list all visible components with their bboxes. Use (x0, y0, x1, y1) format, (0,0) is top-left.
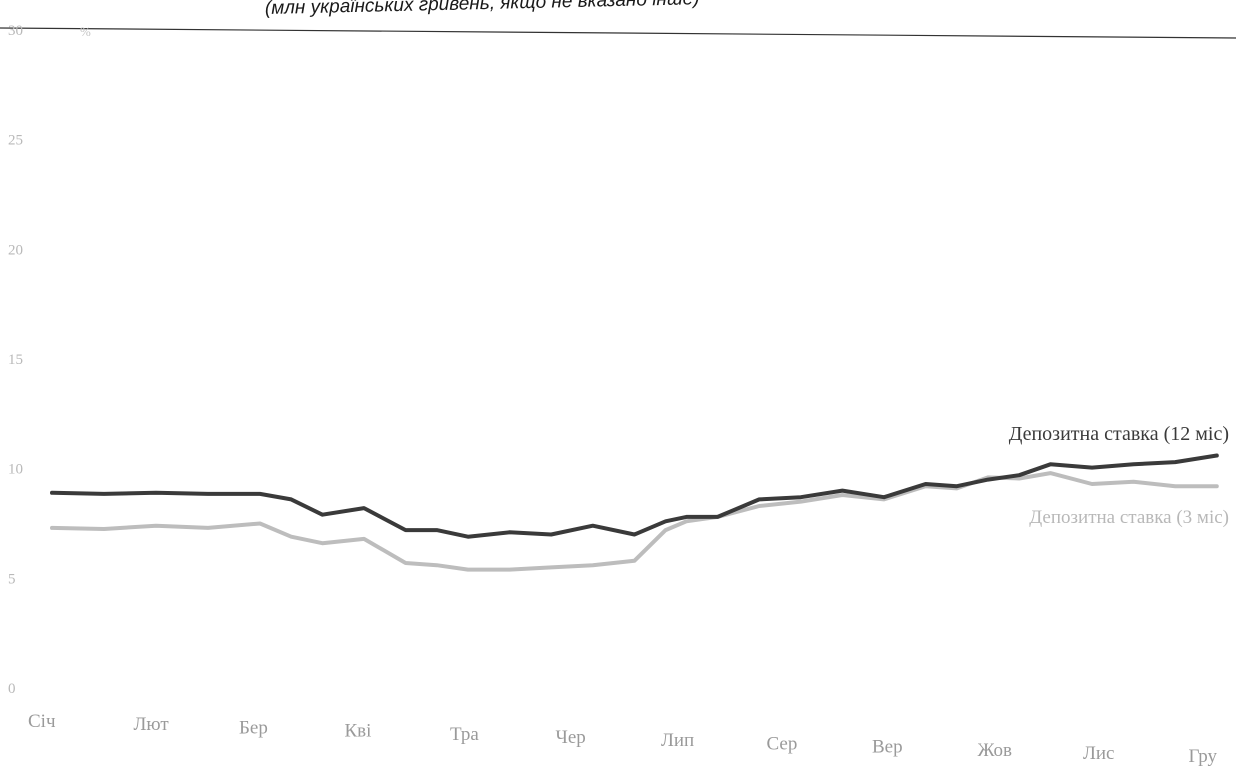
y-tick-label: 10 (8, 462, 23, 478)
x-tick-label: Жов (978, 740, 1013, 761)
y-axis-ticks: 0 5 10 15 20 25 30 (8, 23, 23, 697)
y-tick-label: 25 (8, 133, 23, 149)
x-tick-label: Гру (1189, 746, 1218, 767)
x-tick-label: Бер (239, 717, 268, 738)
x-tick-label: Лют (134, 714, 170, 735)
y-tick-label: 5 (8, 571, 16, 587)
series-line-12m (50, 453, 1219, 539)
x-tick-label: Кві (345, 721, 372, 742)
top-rule (0, 27, 1236, 39)
x-axis-ticks: Січ Лют Бер Кві Тра Чер Лип Сер Вер Жов Лис Гру (28, 711, 1218, 767)
chart-subtitle: (млн українських гривень, якщо не вказан… (265, 0, 700, 19)
x-tick-label: Сер (767, 733, 798, 754)
x-tick-label: Вер (872, 737, 903, 758)
x-tick-label: Січ (28, 711, 56, 732)
series-label-3m: Депозитна ставка (3 міс) (1029, 507, 1229, 528)
y-tick-label: 30 (8, 23, 23, 39)
y-tick-label: 20 (8, 242, 23, 258)
series-line-3m (50, 471, 1219, 572)
y-tick-label: 15 (8, 352, 23, 368)
series-label-12m: Депозитна ставка (12 міс) (1009, 423, 1229, 445)
y-unit-label: % (80, 24, 91, 39)
x-tick-label: Тра (450, 724, 479, 745)
series-lines (50, 453, 1219, 572)
x-tick-label: Лис (1083, 743, 1115, 764)
x-tick-label: Лип (661, 730, 694, 751)
x-tick-label: Чер (556, 727, 586, 748)
y-tick-label: 0 (8, 681, 16, 697)
